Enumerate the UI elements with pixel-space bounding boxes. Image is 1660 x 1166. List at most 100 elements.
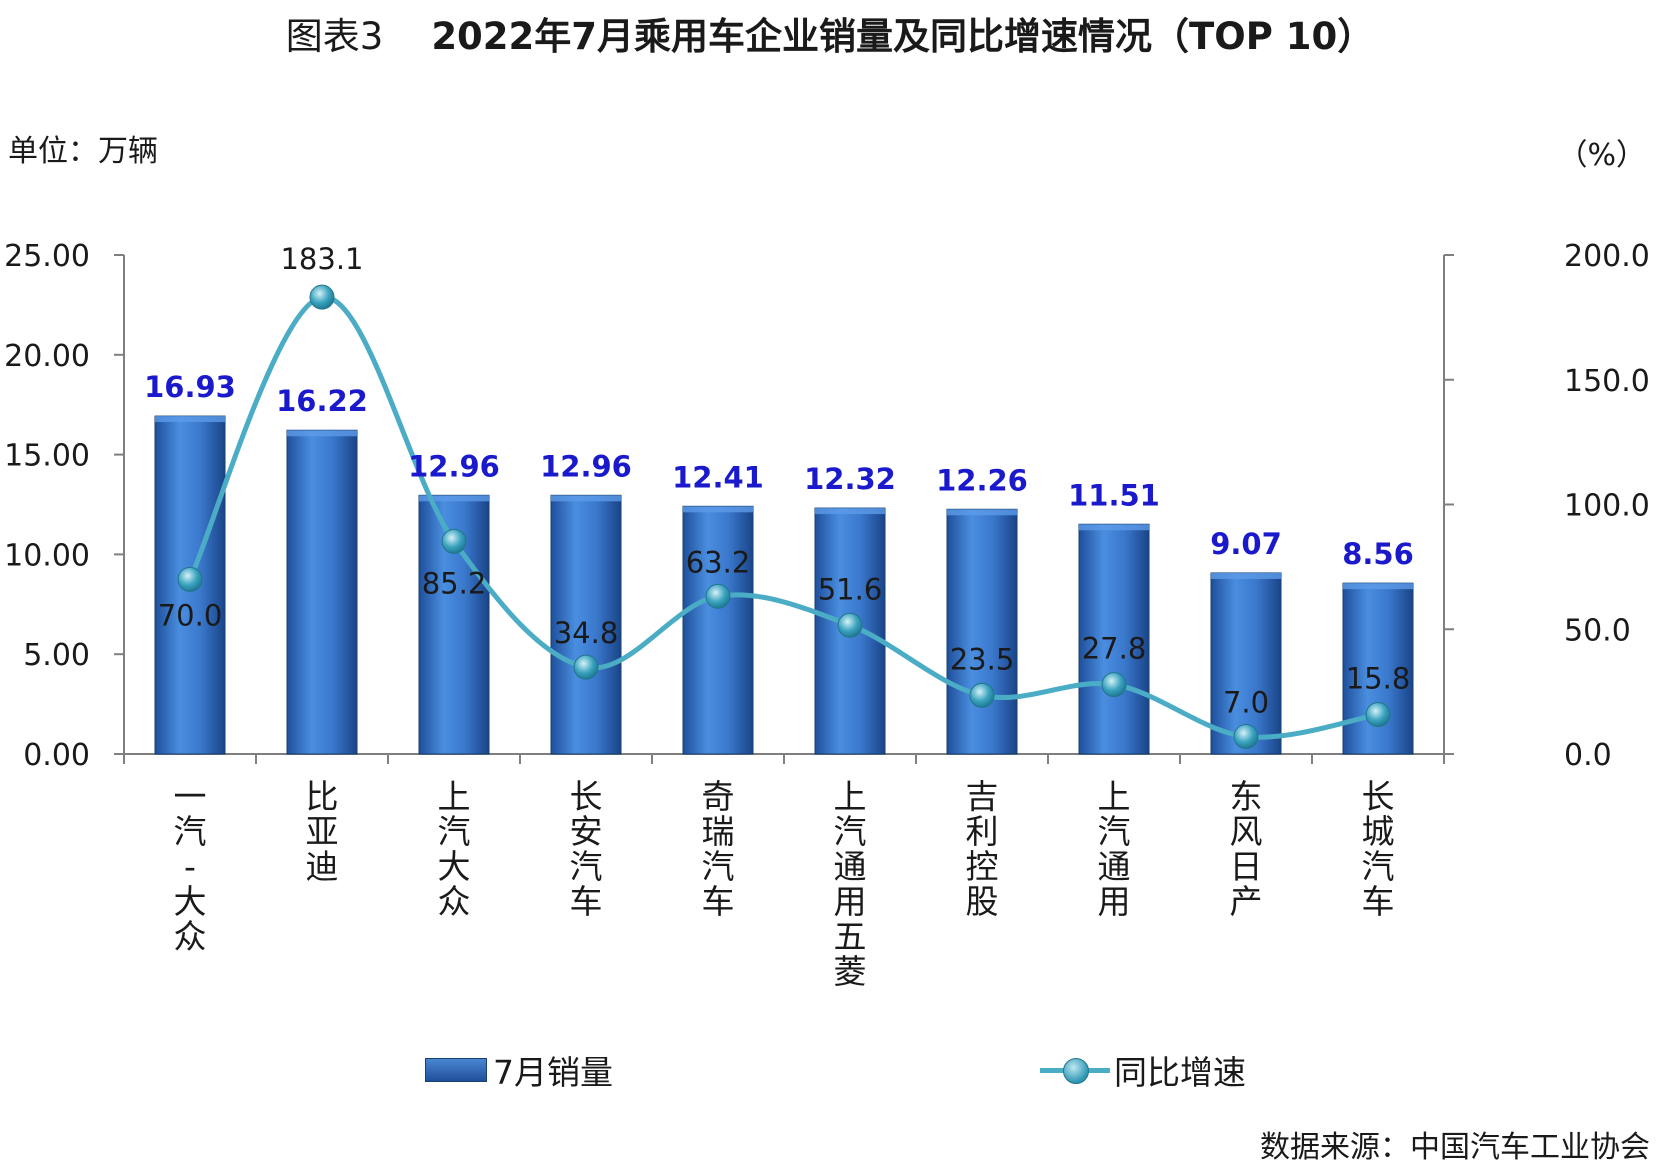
bar-cap: [1211, 572, 1281, 579]
bar-data-label: 12.32: [804, 462, 896, 496]
bar-cap: [287, 430, 357, 437]
growth-data-label: 70.0: [158, 598, 223, 632]
legend: 7月销量 同比增速: [0, 1046, 1660, 1096]
left-tick-label: 5.00: [23, 638, 90, 673]
x-tick-label-char: 汽: [570, 847, 603, 886]
title-text: 2022年7月乘用车企业销量及同比增速情况（TOP 10）: [431, 15, 1375, 58]
x-tick-label-char: 迪: [306, 847, 339, 886]
x-tick-label-char: 汽: [702, 847, 735, 886]
x-tick-label-char: 产: [1230, 882, 1263, 921]
growth-line: [187, 294, 1379, 740]
bar: [682, 505, 754, 755]
bar-data-label: 12.96: [408, 449, 500, 483]
figure-label: 图表3: [285, 15, 384, 58]
x-tick-label-char: 上: [438, 777, 471, 816]
bar: [1210, 572, 1282, 755]
growth-data-label: 183.1: [280, 242, 363, 276]
x-tick-label-char: 日: [1230, 847, 1263, 886]
x-tick-label-char: 控: [966, 847, 999, 886]
bar-data-label: 12.41: [672, 460, 764, 494]
bar: [286, 429, 358, 755]
x-tick-label-char: 上: [834, 777, 867, 816]
x-tick-label-char: 用: [834, 882, 867, 921]
x-tick-label-char: 五: [834, 917, 867, 956]
x-tick-label-char: 通: [1098, 847, 1131, 886]
bar-cap: [815, 508, 885, 515]
right-axis-unit: （%）: [1557, 138, 1646, 173]
growth-point: [573, 654, 599, 680]
x-tick-label-char: 车: [570, 882, 603, 921]
x-tick-label-char: 车: [1362, 882, 1395, 921]
bar-data-label: 16.22: [276, 384, 368, 418]
x-tick-label-char: 安: [570, 812, 603, 851]
growth-data-label: 7.0: [1223, 686, 1269, 720]
bar-data-label: 11.51: [1068, 478, 1160, 512]
legend-item-sales: 7月销量: [425, 1046, 613, 1094]
x-tick-label-char: 利: [966, 812, 999, 851]
right-tick-label: 150.0: [1564, 364, 1650, 399]
bar: [946, 508, 1018, 755]
growth-point: [1233, 724, 1259, 750]
x-tick-label-char: 车: [702, 882, 735, 921]
bar: [550, 494, 622, 755]
legend-line-swatch: [1040, 1055, 1110, 1085]
bar-data-label: 12.96: [540, 449, 632, 483]
growth-data-label: 51.6: [818, 572, 883, 606]
x-tick-label-char: 瑞: [702, 812, 735, 851]
growth-data-label: 34.8: [554, 616, 619, 650]
bar-cap: [683, 506, 753, 513]
x-tick-label-char: 股: [966, 882, 999, 921]
x-tick-label-char: 一: [174, 777, 207, 816]
left-tick-label: 10.00: [4, 538, 90, 573]
legend-label-sales: 7月销量: [493, 1053, 613, 1092]
right-tick-label: 100.0: [1564, 489, 1650, 524]
bar-cap: [155, 416, 225, 423]
bar-data-label: 8.56: [1342, 537, 1414, 571]
x-tick-label-char: 通: [834, 847, 867, 886]
growth-point: [177, 566, 203, 592]
left-axis-unit: 单位：万辆: [8, 134, 158, 169]
x-tick-label-char: 比: [306, 777, 339, 816]
growth-point: [441, 528, 467, 554]
bar-cap: [947, 509, 1017, 516]
legend-item-growth: 同比增速: [1040, 1046, 1246, 1094]
x-tick-label-char: 汽: [174, 812, 207, 851]
x-tick-label-char: 亚: [306, 812, 339, 851]
x-tick-label-char: 上: [1098, 777, 1131, 816]
bar: [1078, 523, 1150, 755]
growth-data-label: 23.5: [950, 642, 1015, 676]
bar-data-label: 9.07: [1210, 527, 1282, 561]
growth-data-label: 85.2: [422, 566, 487, 600]
growth-point: [969, 682, 995, 708]
bar-cap: [1079, 524, 1149, 531]
x-tick-label-char: 东: [1230, 777, 1263, 816]
x-tick-label-char: 汽: [1362, 847, 1395, 886]
growth-data-label: 63.2: [686, 545, 751, 579]
x-tick-label-char: 汽: [834, 812, 867, 851]
x-tick-label-char: 风: [1230, 812, 1263, 851]
x-tick-label-char: 城: [1362, 812, 1395, 851]
chart-plot: 0.00 5.00 10.00 15.00 20.00 25.00 0.0 50.0 100.0…: [4, 239, 1650, 991]
growth-point: [1101, 672, 1127, 698]
x-tick-label-char: 长: [1362, 777, 1395, 816]
x-tick-label-char: -: [184, 847, 196, 886]
bar-cap: [551, 495, 621, 502]
growth-data-label: 15.8: [1346, 662, 1411, 696]
growth-point: [837, 612, 863, 638]
x-tick-label-char: 大: [438, 847, 471, 886]
bar-cap: [419, 495, 489, 502]
bar-data-label: 16.93: [144, 370, 236, 404]
left-tick-label: 20.00: [4, 339, 90, 374]
x-tick-label-char: 众: [174, 917, 207, 956]
legend-bar-swatch: [425, 1058, 487, 1082]
right-tick-label: 50.0: [1564, 613, 1631, 648]
x-tick-label-char: 用: [1098, 882, 1131, 921]
x-tick-label-char: 吉: [966, 777, 999, 816]
x-tick-label-char: 大: [174, 882, 207, 921]
